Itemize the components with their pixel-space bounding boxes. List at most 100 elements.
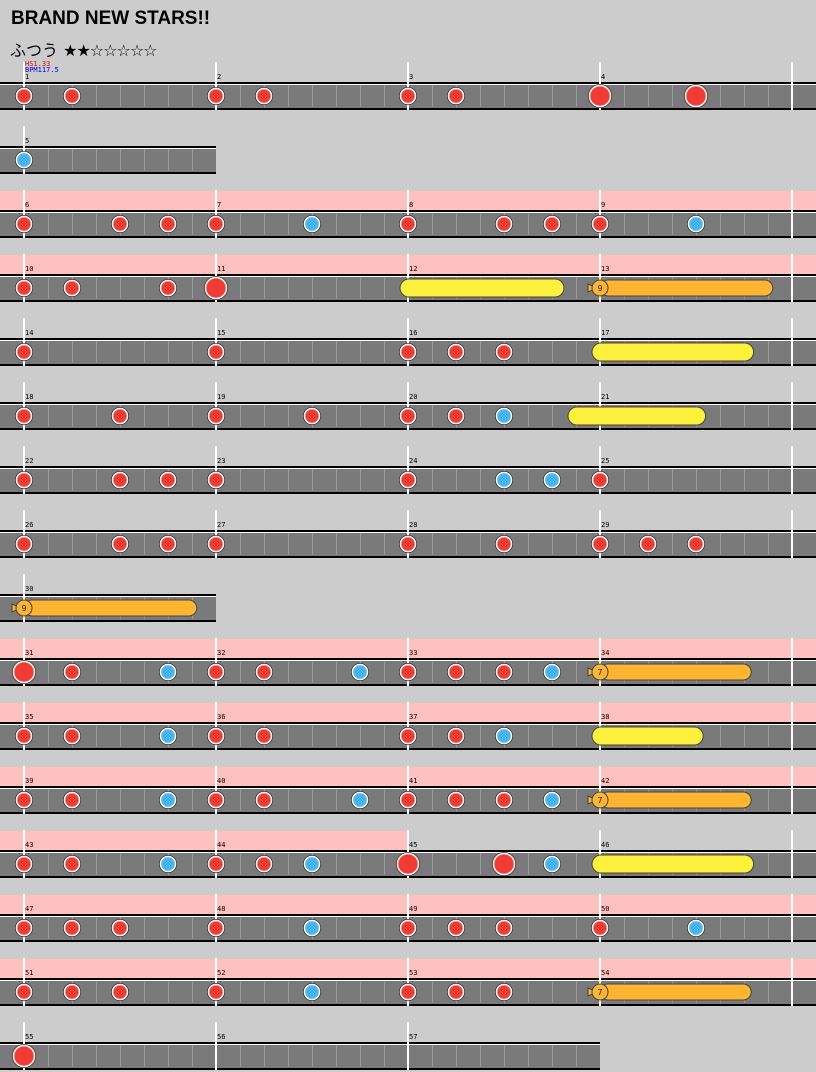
grid-line: [96, 853, 97, 875]
grid-line: [432, 341, 433, 363]
measure-number: 34: [601, 649, 609, 657]
big-don-note: [492, 852, 516, 876]
don-note: [207, 471, 225, 489]
barline: [23, 254, 25, 302]
grid-line: [624, 213, 625, 235]
grid-line: [240, 533, 241, 555]
grid-line: [240, 661, 241, 683]
ka-note: [303, 983, 321, 1001]
measure-number: 39: [25, 777, 33, 785]
grid-line: [768, 533, 769, 555]
grid-line: [768, 341, 769, 363]
don-note: [255, 791, 273, 809]
grid-line: [336, 533, 337, 555]
grid-line: [168, 149, 169, 171]
grid-line: [384, 533, 385, 555]
grid-line: [144, 405, 145, 427]
measure-number: 11: [217, 265, 225, 273]
grid-line: [576, 789, 577, 811]
grid-line: [432, 85, 433, 107]
grid-line: [384, 981, 385, 1003]
difficulty-label: ふつう: [10, 41, 59, 60]
drumroll: [399, 278, 565, 298]
don-note: [399, 983, 417, 1001]
measure-number: 54: [601, 969, 609, 977]
grid-line: [288, 405, 289, 427]
measure-number: 52: [217, 969, 225, 977]
balloon-roll: [23, 599, 198, 617]
grid-line: [432, 981, 433, 1003]
grid-line: [264, 981, 265, 1003]
grid-line: [384, 277, 385, 299]
grid-line: [336, 917, 337, 939]
grid-line: [192, 85, 193, 107]
grid-line: [96, 149, 97, 171]
grid-line: [696, 469, 697, 491]
don-note: [63, 855, 81, 873]
grid-line: [168, 917, 169, 939]
grid-line: [768, 661, 769, 683]
ka-note: [543, 791, 561, 809]
grid-line: [624, 85, 625, 107]
grid-line: [72, 213, 73, 235]
don-note: [495, 983, 513, 1001]
note-lane: [0, 148, 216, 172]
barline: [215, 766, 217, 814]
grid-line: [96, 341, 97, 363]
grid-line: [528, 213, 529, 235]
barline: [599, 638, 601, 686]
don-note: [447, 87, 465, 105]
grid-line: [168, 1045, 169, 1067]
barline: [23, 190, 25, 238]
grid-line: [240, 853, 241, 875]
don-note: [63, 983, 81, 1001]
grid-line: [336, 405, 337, 427]
grid-line: [336, 277, 337, 299]
don-note: [159, 535, 177, 553]
barline: [791, 254, 793, 302]
don-note: [207, 87, 225, 105]
grid-line: [192, 661, 193, 683]
measure-number: 49: [409, 905, 417, 913]
grid-line: [72, 469, 73, 491]
don-note: [63, 791, 81, 809]
grid-line: [192, 149, 193, 171]
ka-note: [303, 855, 321, 873]
grid-line: [48, 789, 49, 811]
measure-number: 16: [409, 329, 417, 337]
grid-line: [240, 341, 241, 363]
grid-line: [144, 853, 145, 875]
grid-line: [552, 405, 553, 427]
measure-number: 27: [217, 521, 225, 529]
balloon-count: 7: [598, 988, 603, 997]
don-note: [159, 279, 177, 297]
grid-line: [576, 469, 577, 491]
barline: [407, 894, 409, 942]
balloon-count: 7: [598, 796, 603, 805]
grid-line: [504, 1045, 505, 1067]
grid-line: [168, 85, 169, 107]
grid-line: [552, 533, 553, 555]
measure-number: 42: [601, 777, 609, 785]
don-note: [159, 215, 177, 233]
grid-line: [432, 917, 433, 939]
grid-line: [336, 853, 337, 875]
grid-line: [48, 1045, 49, 1067]
don-note: [447, 343, 465, 361]
grid-line: [336, 725, 337, 747]
grid-line: [360, 213, 361, 235]
grid-line: [480, 789, 481, 811]
grid-line: [552, 725, 553, 747]
measure-number: 18: [25, 393, 33, 401]
don-note: [447, 791, 465, 809]
grid-line: [72, 533, 73, 555]
grid-line: [144, 661, 145, 683]
grid-line: [768, 853, 769, 875]
grid-line: [672, 213, 673, 235]
measure-number: 37: [409, 713, 417, 721]
grid-line: [264, 213, 265, 235]
grid-line: [48, 725, 49, 747]
balloon-head-icon: [591, 983, 609, 1001]
measure-number: 10: [25, 265, 33, 273]
grid-line: [144, 149, 145, 171]
